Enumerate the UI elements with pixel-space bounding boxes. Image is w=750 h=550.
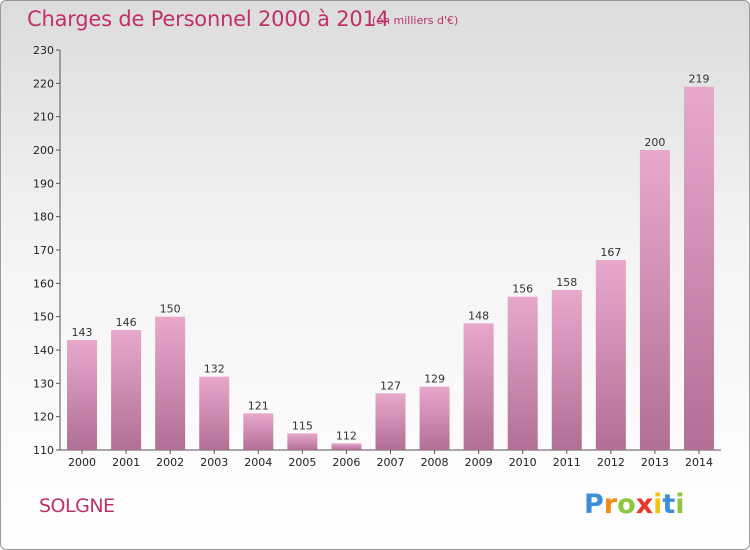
logo-letter: r (603, 489, 618, 520)
value-label-2000: 143 (72, 326, 93, 339)
x-tick-label-2013: 2013 (641, 456, 669, 469)
bar-2000 (67, 340, 98, 450)
y-tick-label: 140 (33, 344, 54, 357)
value-label-2012: 167 (600, 246, 621, 259)
value-label-2011: 158 (556, 276, 577, 289)
x-tick-label-2005: 2005 (288, 456, 316, 469)
y-tick-label: 200 (33, 144, 54, 157)
bar-2005 (287, 433, 318, 450)
y-tick-label: 190 (33, 177, 54, 190)
chart-labels: 143 2000 146 2001 150 2002 132 2003 121 2004 115 20… (68, 73, 713, 469)
y-tick-label: 210 (33, 111, 54, 124)
x-tick-label-2003: 2003 (200, 456, 228, 469)
x-tick-label-2008: 2008 (421, 456, 449, 469)
bar-2009 (463, 323, 494, 450)
value-label-2008: 129 (424, 373, 445, 386)
y-tick-label: 150 (33, 311, 54, 324)
value-label-2010: 156 (512, 283, 533, 296)
bar-2001 (111, 330, 142, 450)
bar-2013 (639, 150, 670, 450)
y-tick-label: 130 (33, 377, 54, 390)
y-tick-label: 110 (33, 444, 54, 457)
x-tick-label-2007: 2007 (377, 456, 405, 469)
value-label-2013: 200 (644, 136, 665, 149)
location-name: SOLGNE (39, 495, 115, 517)
x-tick-label-2002: 2002 (156, 456, 184, 469)
bar-2007 (375, 393, 406, 450)
logo-letter: i (653, 489, 663, 520)
value-label-2002: 150 (160, 303, 181, 316)
x-tick-label-2009: 2009 (465, 456, 493, 469)
y-tick-label: 180 (33, 211, 54, 224)
value-label-2009: 148 (468, 309, 489, 322)
x-tick-label-2001: 2001 (112, 456, 140, 469)
x-tick-label-2000: 2000 (68, 456, 96, 469)
chart-title: Charges de Personnel 2000 à 2014 (27, 7, 389, 31)
y-tick-label: 220 (33, 77, 54, 90)
x-tick-label-2010: 2010 (509, 456, 537, 469)
y-tick-label: 230 (33, 44, 54, 57)
logo-letter: x (635, 489, 654, 520)
chart-bars (67, 86, 714, 451)
bar-2006 (331, 443, 362, 450)
bar-2004 (243, 413, 274, 450)
bar-2010 (507, 296, 538, 450)
chart-subtitle: (en milliers d'€) (372, 14, 459, 27)
value-label-2001: 146 (116, 316, 137, 329)
value-label-2003: 132 (204, 363, 225, 376)
bar-2011 (551, 290, 582, 450)
logo-letter: t (662, 489, 676, 520)
logo-letter: i (675, 489, 685, 520)
value-label-2007: 127 (380, 379, 401, 392)
value-label-2014: 219 (688, 73, 709, 86)
x-tick-label-2011: 2011 (553, 456, 581, 469)
y-tick-label: 160 (33, 277, 54, 290)
value-label-2004: 121 (248, 399, 269, 412)
x-tick-label-2014: 2014 (685, 456, 713, 469)
x-tick-label-2006: 2006 (332, 456, 360, 469)
bar-2008 (419, 386, 450, 450)
y-tick-label: 120 (33, 411, 54, 424)
x-tick-label-2004: 2004 (244, 456, 272, 469)
value-label-2005: 115 (292, 419, 313, 432)
y-tick-label: 170 (33, 244, 54, 257)
logo-letter: P (584, 489, 604, 520)
value-label-2006: 112 (336, 429, 357, 442)
bar-2012 (595, 260, 626, 450)
logo-letter: o (617, 489, 636, 520)
bar-2014 (683, 86, 714, 451)
bar-2003 (199, 376, 230, 450)
proxiti-logo[interactable]: Proxiti (584, 489, 685, 520)
bar-2002 (155, 316, 186, 450)
x-tick-label-2012: 2012 (597, 456, 625, 469)
